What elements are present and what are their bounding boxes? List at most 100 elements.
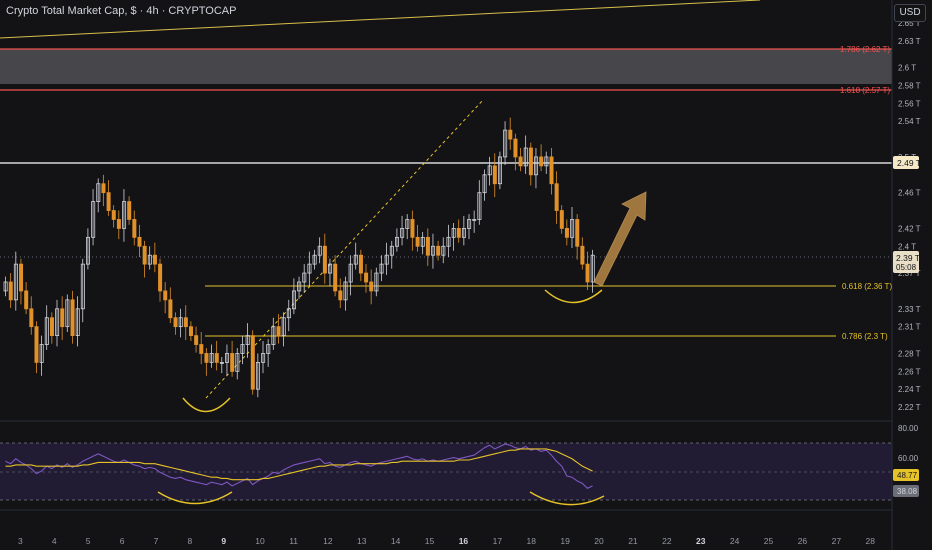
candle[interactable] <box>358 254 363 274</box>
candle[interactable] <box>389 245 394 256</box>
candle[interactable] <box>60 308 65 328</box>
candle[interactable] <box>245 335 250 345</box>
candle[interactable] <box>415 236 420 247</box>
candle[interactable] <box>394 236 399 247</box>
candle[interactable] <box>137 236 142 247</box>
candle[interactable] <box>503 129 508 158</box>
candle[interactable] <box>183 317 188 328</box>
time-axis[interactable]: 3 4 5 6 7 8 9 10 11 12 13 14 15 16 17 18 19 20 21 22 23 24 25 2… <box>18 536 875 546</box>
candle[interactable] <box>585 263 590 283</box>
candle[interactable] <box>261 353 266 363</box>
candle[interactable] <box>122 201 127 229</box>
candle[interactable] <box>255 361 260 390</box>
candle[interactable] <box>209 353 214 363</box>
candle[interactable] <box>49 317 54 337</box>
candle[interactable] <box>348 263 353 283</box>
candle[interactable] <box>70 299 75 337</box>
candle[interactable] <box>276 326 281 336</box>
candle[interactable] <box>528 147 533 176</box>
candle[interactable] <box>158 263 163 292</box>
candle[interactable] <box>333 263 338 292</box>
candle[interactable] <box>91 201 96 238</box>
candle[interactable] <box>302 272 307 283</box>
candle[interactable] <box>343 281 348 301</box>
candle[interactable] <box>75 308 80 336</box>
candle[interactable] <box>39 344 44 363</box>
candle[interactable] <box>188 326 193 336</box>
candle[interactable] <box>127 201 132 220</box>
candle[interactable] <box>508 129 513 140</box>
rsi-ma-line[interactable] <box>5 448 593 481</box>
candle[interactable] <box>307 263 312 274</box>
candle[interactable] <box>425 236 430 256</box>
candle[interactable] <box>497 156 502 185</box>
rsi-arc-1[interactable] <box>157 491 233 505</box>
candle[interactable] <box>353 254 358 265</box>
candle[interactable] <box>369 281 374 292</box>
candle[interactable] <box>492 165 497 185</box>
candle[interactable] <box>364 272 369 283</box>
arrow-up-icon[interactable] <box>593 191 647 287</box>
candle[interactable] <box>549 156 554 185</box>
candle[interactable] <box>446 236 451 247</box>
candle[interactable] <box>230 353 235 372</box>
support-arc-2[interactable] <box>544 289 603 304</box>
candle[interactable] <box>379 263 384 274</box>
candle[interactable] <box>400 227 405 238</box>
rsi-line[interactable] <box>5 443 593 489</box>
candle[interactable] <box>96 183 101 203</box>
candle[interactable] <box>554 183 559 211</box>
candle[interactable] <box>291 290 296 310</box>
candle[interactable] <box>24 290 29 310</box>
candle[interactable] <box>266 344 271 354</box>
candle[interactable] <box>487 165 492 176</box>
candle[interactable] <box>29 308 34 328</box>
candle[interactable] <box>240 344 245 354</box>
candle[interactable] <box>374 272 379 292</box>
candle[interactable] <box>405 219 410 229</box>
candle[interactable] <box>178 317 183 328</box>
candle[interactable] <box>250 335 255 390</box>
candle[interactable] <box>286 308 291 319</box>
candle[interactable] <box>111 210 116 220</box>
upper-trendline[interactable] <box>0 0 761 39</box>
candle[interactable] <box>163 290 168 301</box>
candle[interactable] <box>317 245 322 256</box>
candle[interactable] <box>312 254 317 265</box>
candle[interactable] <box>3 281 8 292</box>
candle[interactable] <box>472 219 477 221</box>
candle[interactable] <box>575 219 580 247</box>
candle[interactable] <box>101 183 106 194</box>
candle[interactable] <box>441 245 446 256</box>
candle[interactable] <box>297 281 302 292</box>
candle[interactable] <box>544 156 549 167</box>
candle[interactable] <box>559 210 564 229</box>
candle[interactable] <box>44 317 49 345</box>
candle[interactable] <box>132 219 137 238</box>
candle[interactable] <box>65 299 70 328</box>
support-arc-1[interactable] <box>182 397 231 413</box>
candle[interactable] <box>168 299 173 319</box>
candle[interactable] <box>431 245 436 256</box>
candle[interactable] <box>147 254 152 265</box>
candle[interactable] <box>235 353 240 372</box>
candle[interactable] <box>152 254 157 265</box>
candle[interactable] <box>322 245 327 274</box>
candle[interactable] <box>55 308 60 336</box>
candle[interactable] <box>34 326 39 363</box>
candle[interactable] <box>564 227 569 238</box>
candle[interactable] <box>106 192 111 211</box>
rsi-arc-2[interactable] <box>529 491 605 506</box>
fib-zone-box[interactable] <box>0 49 892 84</box>
candle[interactable] <box>13 263 18 301</box>
candle[interactable] <box>384 254 389 265</box>
candle[interactable] <box>580 245 585 265</box>
candle[interactable] <box>142 245 147 265</box>
candle[interactable] <box>199 344 204 354</box>
candle[interactable] <box>456 227 461 238</box>
candle[interactable] <box>518 156 523 167</box>
candle[interactable] <box>173 317 178 328</box>
candle[interactable] <box>281 317 286 337</box>
candle[interactable] <box>80 263 85 310</box>
